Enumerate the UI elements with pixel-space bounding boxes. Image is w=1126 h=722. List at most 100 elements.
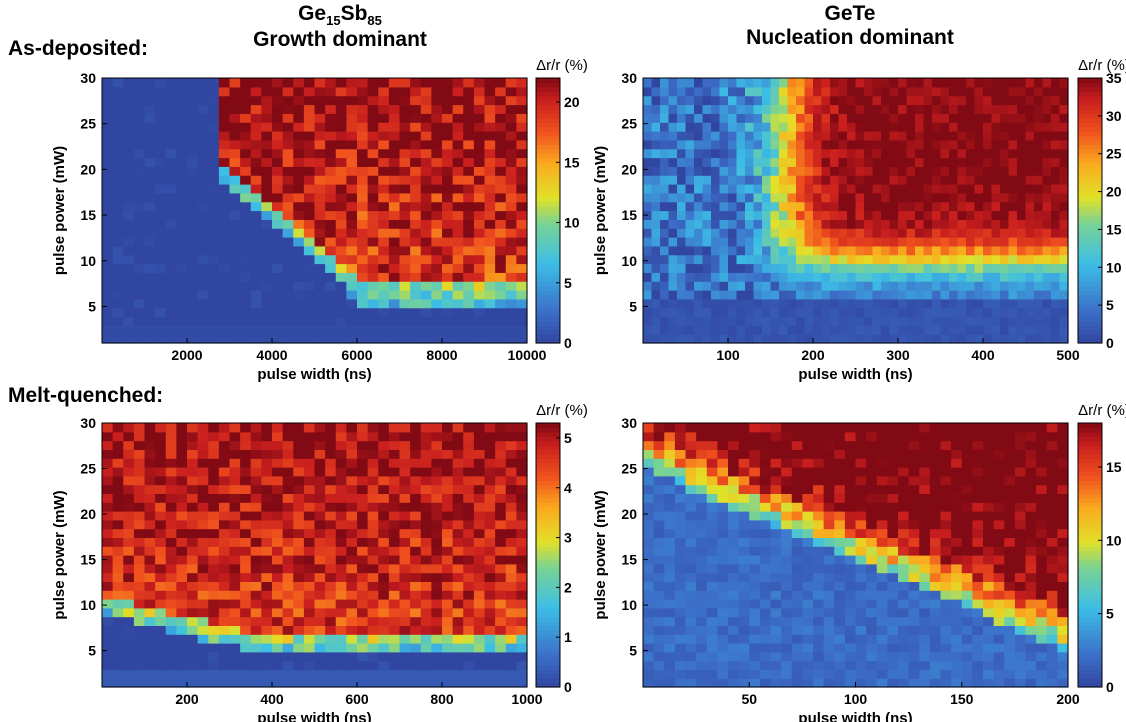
heatmap-cell	[923, 78, 933, 88]
heatmap-cell	[804, 298, 814, 309]
heatmap-cell	[711, 139, 721, 150]
heatmap-cell	[165, 678, 177, 688]
heatmap-cell	[208, 139, 220, 150]
heatmap-cell	[813, 263, 823, 273]
heatmap-cell	[834, 616, 846, 626]
heatmap-cell	[847, 237, 857, 247]
heatmap-cell	[187, 298, 199, 309]
heatmap-cell	[282, 572, 294, 582]
heatmap-cell	[643, 219, 653, 229]
heatmap-cell	[282, 210, 294, 220]
heatmap-cell	[208, 192, 220, 203]
heatmap-cell	[787, 122, 797, 132]
heatmap-cell	[830, 245, 840, 256]
heatmap-cell	[378, 625, 390, 635]
heatmap-cell	[898, 316, 908, 326]
heatmap-cell	[796, 166, 806, 176]
colorbar-segment	[1078, 201, 1102, 207]
heatmap-cell	[282, 449, 294, 459]
heatmap-cell	[261, 95, 273, 106]
heatmap-cell	[133, 616, 146, 626]
heatmap-cell	[399, 175, 411, 185]
heatmap-cell	[728, 254, 738, 265]
heatmap-cell	[940, 316, 950, 326]
heatmap-cell	[706, 616, 718, 626]
heatmap-cell	[929, 643, 942, 653]
heatmap-cell	[813, 528, 825, 538]
heatmap-cell	[208, 634, 220, 644]
heatmap-cell	[1017, 175, 1027, 185]
heatmap-cell	[452, 245, 464, 256]
heatmap-cell	[155, 316, 167, 326]
heatmap-cell	[643, 563, 655, 574]
heatmap-cell	[974, 272, 984, 282]
heatmap-cell	[759, 581, 772, 591]
heatmap-cell	[651, 157, 661, 167]
heatmap-cell	[420, 298, 432, 309]
heatmap-cell	[753, 104, 763, 114]
heatmap-cell	[706, 669, 718, 679]
heatmap-cell	[208, 431, 220, 442]
heatmap-cell	[993, 634, 1005, 644]
heatmap-cell	[112, 599, 124, 609]
heatmap-cell	[112, 272, 124, 282]
heatmap-cell	[325, 148, 337, 159]
heatmap-cell	[779, 316, 789, 326]
heatmap-cell	[442, 131, 454, 141]
colorbar-segment	[536, 651, 560, 657]
heatmap-cell	[796, 210, 806, 220]
heatmap-cell	[218, 95, 231, 106]
colorbar-segment	[536, 298, 560, 304]
heatmap-cell	[685, 254, 695, 265]
heatmap-cell	[770, 219, 780, 229]
heatmap-cell	[495, 307, 507, 318]
heatmap-cell	[745, 95, 755, 106]
heatmap-cell	[664, 607, 676, 618]
heatmap-cell	[736, 263, 746, 273]
heatmap-cell	[1034, 122, 1044, 132]
heatmap-cell	[378, 475, 390, 486]
heatmap-cell	[1025, 528, 1037, 538]
heatmap-cell	[442, 669, 454, 679]
heatmap-cell	[864, 210, 874, 220]
heatmap-cell	[906, 192, 916, 203]
heatmap-cell	[787, 210, 797, 220]
heatmap-cell	[908, 519, 920, 530]
heatmap-cell	[187, 440, 199, 450]
heatmap-cell	[378, 431, 390, 442]
heatmap-cell	[102, 607, 114, 618]
heatmap-cell	[685, 316, 695, 326]
heatmap-cell	[335, 334, 347, 344]
colorbar-segment	[536, 104, 560, 110]
heatmap-cell	[660, 131, 670, 141]
heatmap-cell	[399, 678, 411, 688]
heatmap-cell	[261, 572, 273, 582]
heatmap-cell	[1004, 572, 1016, 582]
heatmap-cell	[674, 616, 687, 626]
heatmap-cell	[431, 166, 443, 176]
heatmap-cell	[745, 78, 755, 88]
heatmap-cell	[325, 599, 337, 609]
heatmap-cell	[1025, 131, 1035, 141]
heatmap-cell	[898, 290, 908, 300]
heatmap-cell	[495, 219, 507, 229]
heatmap-cell	[176, 148, 188, 159]
heatmap-cell	[197, 219, 209, 229]
heatmap-cell	[484, 625, 496, 635]
heatmap-cell	[736, 148, 746, 159]
heatmap-cell	[796, 298, 806, 309]
heatmap-cell	[736, 219, 746, 229]
heatmap-cell	[293, 245, 305, 256]
heatmap-cell	[218, 192, 231, 203]
heatmap-cell	[753, 86, 763, 97]
heatmap-cell	[378, 78, 390, 88]
heatmap-cell	[388, 78, 401, 88]
heatmap-cell	[1025, 607, 1037, 618]
heatmap-cell	[420, 555, 432, 565]
heatmap-cell	[473, 546, 486, 556]
heatmap-cell	[889, 148, 899, 159]
heatmap-cell	[838, 316, 848, 326]
heatmap-cell	[229, 192, 241, 203]
heatmap-cell	[176, 599, 188, 609]
heatmap-cell	[887, 669, 899, 679]
